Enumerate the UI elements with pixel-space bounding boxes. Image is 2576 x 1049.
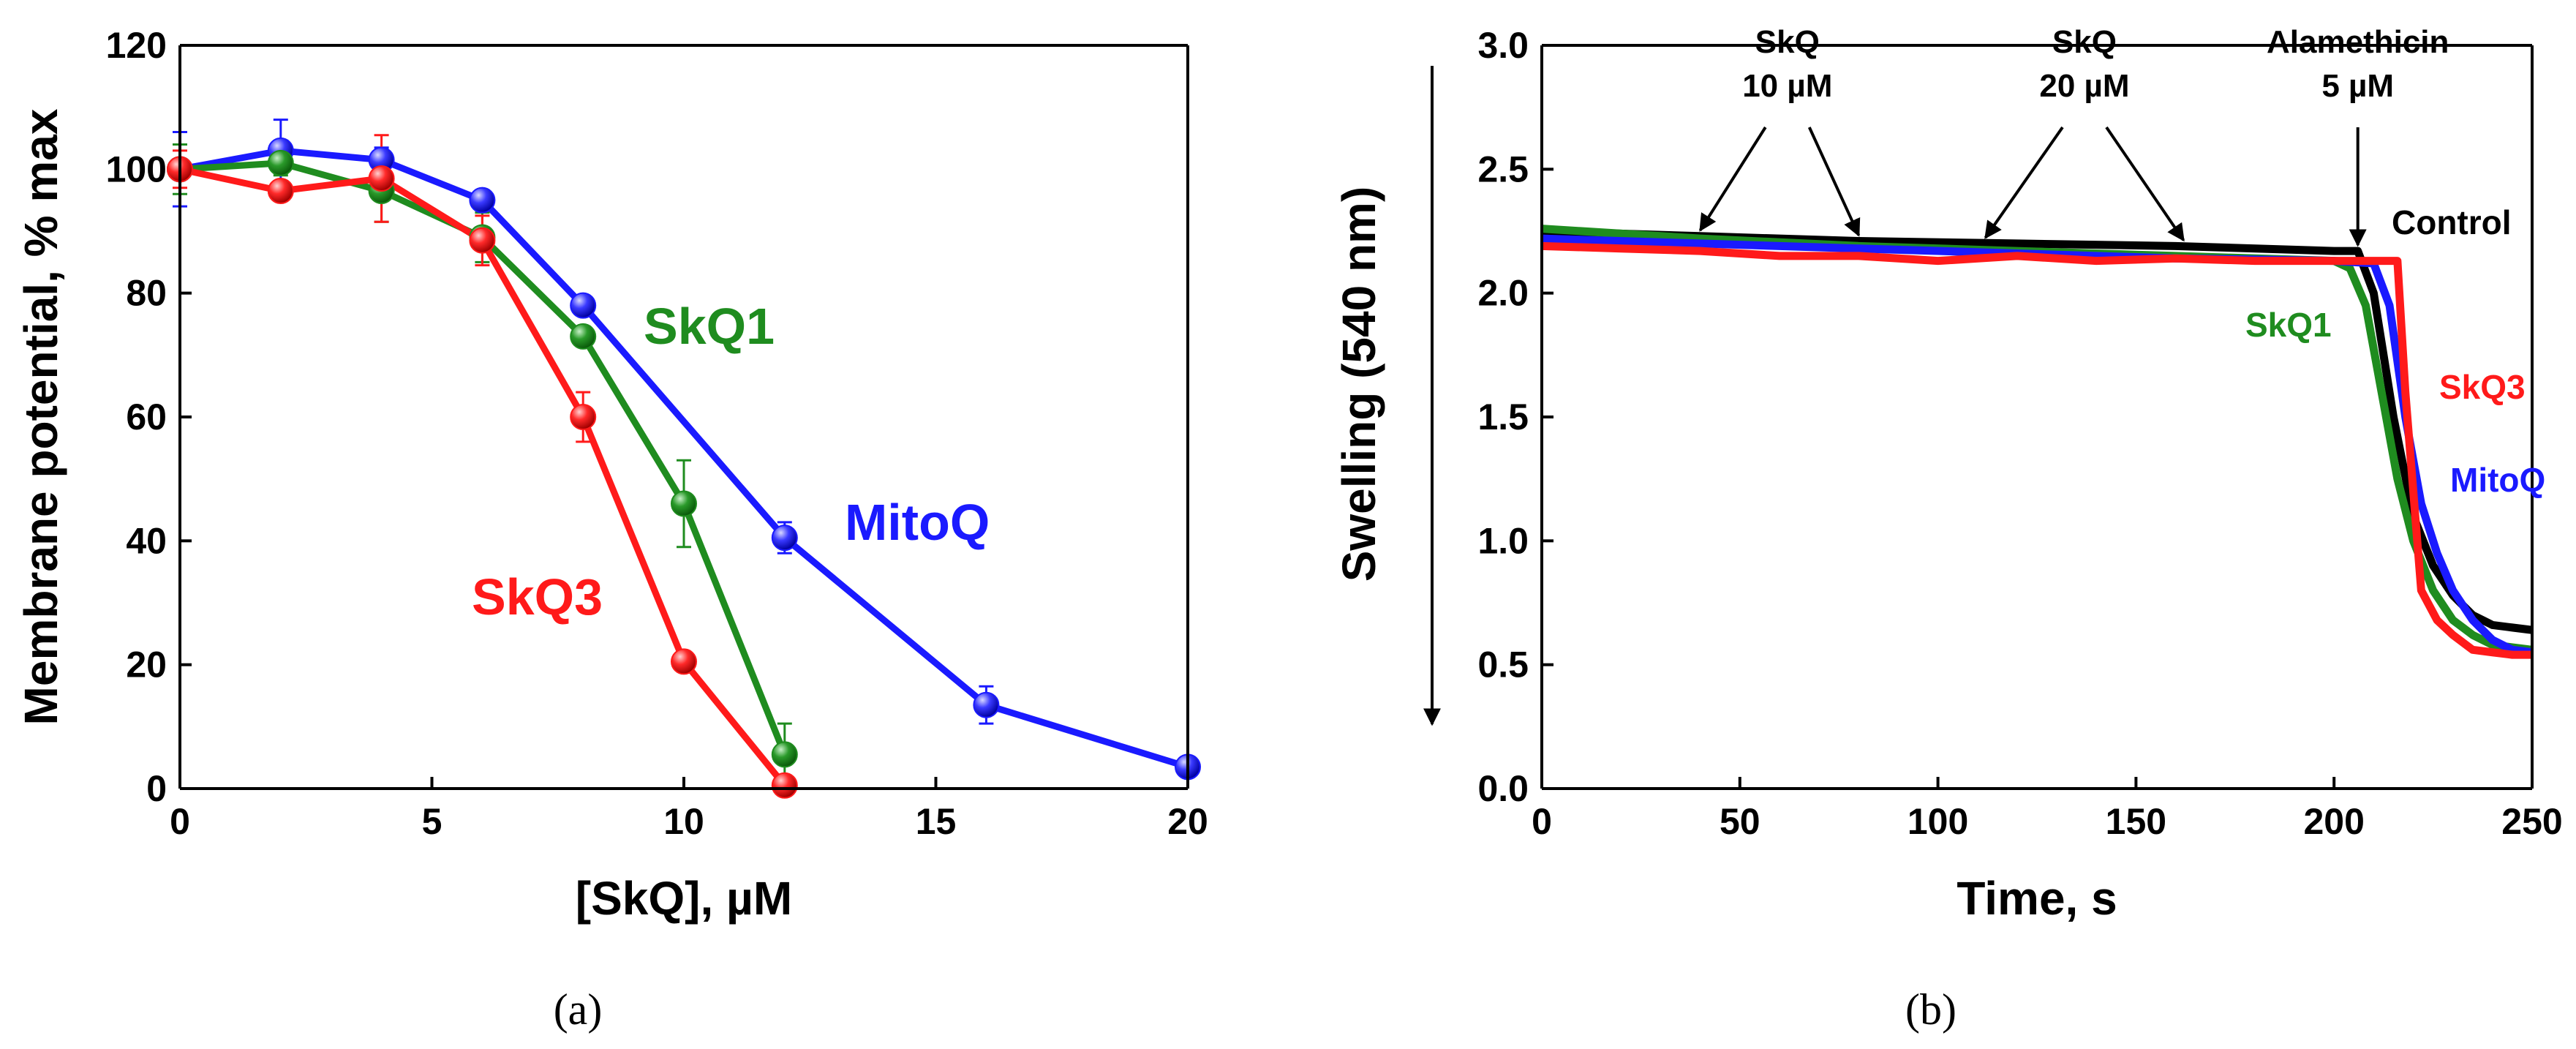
panel-b-y-tick-label: 3.0 xyxy=(1477,25,1529,66)
panel-b-x-tick-label: 0 xyxy=(1532,801,1552,842)
arrow-label-2-line-0: Alamethicin xyxy=(2267,24,2449,60)
data-point-mitoq xyxy=(771,524,798,552)
panel-a-y-tick-label: 0 xyxy=(146,768,167,809)
data-point-skq3 xyxy=(771,772,798,799)
panel-a-label: (a) xyxy=(554,985,603,1034)
arrow-label-0-line-0: SkQ xyxy=(1755,24,1820,60)
series-line-mitoq xyxy=(1541,234,2533,657)
arrow-label-2-line-1: 5 µM xyxy=(2321,68,2394,104)
panel-a-y-tick-label: 40 xyxy=(126,520,167,561)
panel-a-x-tick-label: 0 xyxy=(170,801,190,842)
series-line-mitoq xyxy=(179,147,1189,770)
panel-b-y-title: Swelling (540 nm) xyxy=(1333,187,1385,582)
data-point-skq3 xyxy=(368,165,395,192)
panel-b-y-tick-label: 1.0 xyxy=(1477,520,1529,561)
panel-a-y-tick-label: 120 xyxy=(106,25,167,66)
label-mitoq-a: MitoQ xyxy=(845,494,990,551)
panel-b-y-tick-label: 2.5 xyxy=(1477,148,1529,189)
panel-a-y-tick-label: 20 xyxy=(126,644,167,685)
label-skq3-b: SkQ3 xyxy=(2439,368,2526,406)
panel-b-x-tick-label: 250 xyxy=(2501,801,2562,842)
panel-a-x-title: [SkQ], µM xyxy=(576,872,792,925)
pointer-arrow-0-0 xyxy=(1698,126,1767,232)
data-point-skq3 xyxy=(267,177,294,204)
pointer-arrow-1-1 xyxy=(2105,126,2185,242)
data-point-skq1 xyxy=(671,490,697,517)
panel-b-x-tick-label: 100 xyxy=(1907,801,1968,842)
panel-b-x-title: Time, s xyxy=(1957,872,2117,925)
arrow-label-1-line-1: 20 µM xyxy=(2039,68,2129,104)
data-point-mitoq xyxy=(973,691,1000,718)
data-point-skq1 xyxy=(267,149,294,176)
panel-b-label: (b) xyxy=(1905,985,1957,1034)
series-line-skq3 xyxy=(1541,241,2532,659)
panel-b: 0 50 100 150 200 250 0.0 0.5 1.0 1.5 2.0 2.5 3.0 SkQ… xyxy=(1333,24,2563,1034)
panel-a: 0 5 10 15 20 0 20 40 60 80 100 120 [SkQ], µM Membra… xyxy=(15,25,1208,1034)
arrow-label-1-line-0: SkQ xyxy=(2052,24,2117,60)
panel-a-ticks: 0 5 10 15 20 0 20 40 60 80 100 120 xyxy=(106,25,1208,842)
data-point-mitoq xyxy=(570,292,597,319)
label-skq1-b: SkQ1 xyxy=(2245,306,2332,344)
series-line-control xyxy=(1541,227,2533,634)
label-skq3-a: SkQ3 xyxy=(472,568,603,625)
data-point-skq1 xyxy=(771,741,798,768)
panel-a-x-tick-label: 10 xyxy=(663,801,704,842)
panel-a-x-tick-label: 20 xyxy=(1167,801,1208,842)
pointer-arrow-1-0 xyxy=(1984,126,2064,239)
panel-b-arrows: SkQ 10 µM SkQ 20 µM Alamethicin 5 µM xyxy=(1698,24,2449,247)
panel-b-y-tick-label: 0.0 xyxy=(1477,768,1529,809)
panel-b-x-tick-label: 200 xyxy=(2303,801,2364,842)
panel-a-y-tick-label: 100 xyxy=(106,148,167,189)
panel-b-y-tick-label: 2.0 xyxy=(1477,273,1529,314)
label-skq1-a: SkQ1 xyxy=(644,298,775,355)
panel-a-series xyxy=(167,119,1201,799)
panel-a-y-title: Membrane potential, % max xyxy=(15,108,67,725)
panel-b-x-tick-label: 50 xyxy=(1720,801,1760,842)
panel-a-x-tick-label: 15 xyxy=(916,801,957,842)
data-point-skq3 xyxy=(469,227,496,254)
panel-b-y-tick-label: 1.5 xyxy=(1477,396,1529,437)
data-point-skq3 xyxy=(671,648,697,675)
data-point-skq1 xyxy=(570,323,597,350)
panel-b-y-tick-label: 0.5 xyxy=(1477,644,1529,685)
panel-b-series xyxy=(1541,225,2533,659)
panel-a-y-tick-label: 80 xyxy=(126,273,167,314)
panel-a-y-tick-label: 60 xyxy=(126,396,167,437)
label-mitoq-b: MitoQ xyxy=(2450,461,2545,499)
data-point-skq3 xyxy=(570,404,597,430)
label-control-b: Control xyxy=(2392,203,2512,241)
panel-b-x-tick-label: 150 xyxy=(2106,801,2166,842)
data-point-mitoq xyxy=(469,187,496,214)
panel-a-x-tick-label: 5 xyxy=(422,801,442,842)
pointer-arrow-0-1 xyxy=(1807,127,1861,237)
arrow-label-0-line-1: 10 µM xyxy=(1742,68,1832,104)
panel-b-ticks: 0 50 100 150 200 250 0.0 0.5 1.0 1.5 2.0 2.5 3.0 xyxy=(1477,25,2562,842)
